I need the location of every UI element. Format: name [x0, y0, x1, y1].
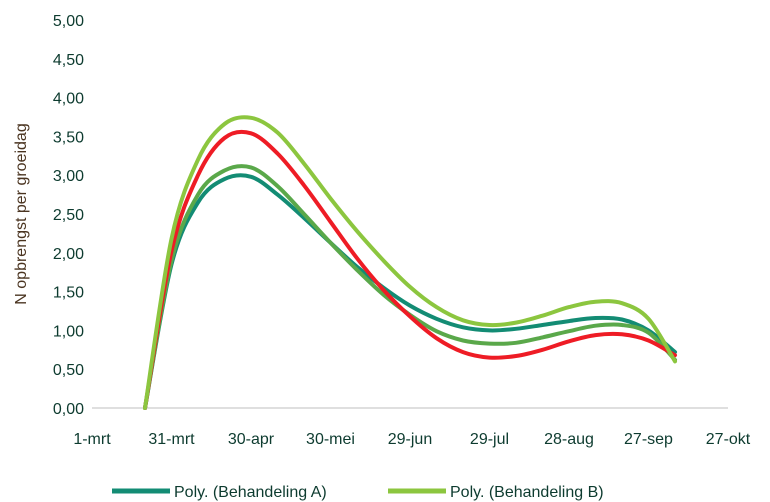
y-tick-label: 3,00: [53, 168, 84, 185]
legend: Poly. (Behandeling A) Poly. (Behandeling …: [112, 484, 604, 501]
y-tick-label: 0,00: [53, 401, 84, 418]
x-tick-label: 28-aug: [544, 431, 594, 448]
y-tick-label: 3,50: [53, 129, 84, 146]
y-axis-ticks: 0,00 0,50 1,00 1,50 2,00 2,50 3,00 3,50 4,00 4,50…: [53, 13, 84, 418]
x-tick-label: 30-apr: [228, 431, 275, 448]
legend-label: Poly. (Behandeling B): [450, 484, 604, 501]
y-tick-label: 2,50: [53, 207, 84, 224]
x-tick-label: 30-mei: [306, 431, 355, 448]
x-tick-label: 1-mrt: [73, 431, 111, 448]
x-axis-ticks: 1-mrt 31-mrt 30-apr 30-mei 29-jun 29-jul 28-au…: [73, 431, 750, 448]
x-tick-label: 29-jul: [470, 431, 509, 448]
y-tick-label: 0,50: [53, 362, 84, 379]
y-axis-label: N opbrengst per groeidag: [13, 123, 30, 304]
y-tick-label: 2,00: [53, 246, 84, 263]
x-tick-label: 29-jun: [388, 431, 432, 448]
series-line-1: [143, 173, 677, 410]
y-tick-label: 5,00: [53, 13, 84, 30]
x-tick-label: 27-sep: [624, 431, 673, 448]
y-tick-label: 1,50: [53, 285, 84, 302]
legend-label: Poly. (Behandeling A): [174, 484, 327, 501]
y-tick-label: 4,00: [53, 91, 84, 108]
series-line-2: [143, 115, 677, 410]
x-tick-label: 31-mrt: [148, 431, 195, 448]
series-line-3: [143, 129, 677, 410]
y-tick-label: 1,00: [53, 323, 84, 340]
series-lines: [143, 115, 677, 410]
x-tick-label: 27-okt: [706, 431, 751, 448]
y-tick-label: 4,50: [53, 52, 84, 69]
